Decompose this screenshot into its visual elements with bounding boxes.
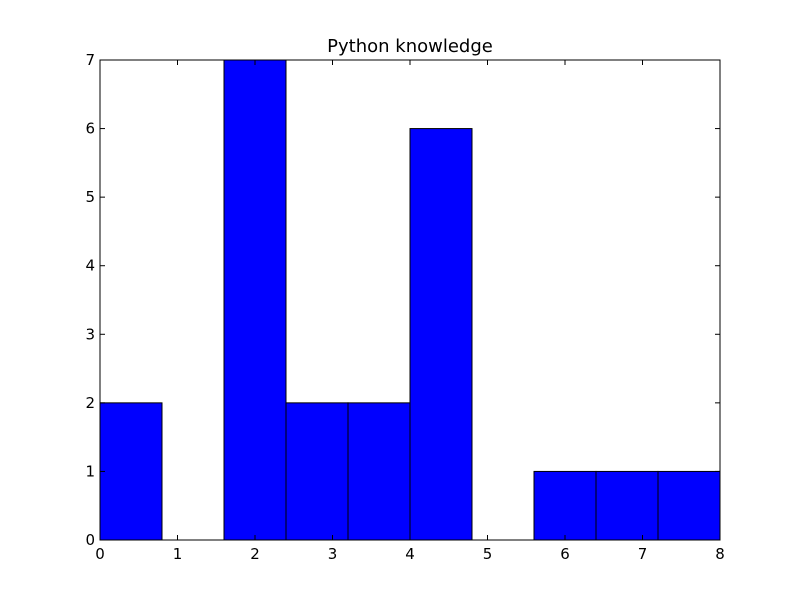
histogram-bar: [99, 402, 163, 541]
x-tick-label: 8: [715, 545, 725, 563]
histogram-bar: [409, 128, 473, 541]
histogram-bar: [223, 59, 287, 541]
chart-title: Python knowledge: [327, 36, 493, 57]
x-tick-label: 6: [560, 545, 570, 563]
y-tick-label: 5: [85, 188, 95, 206]
y-tick-label: 4: [85, 257, 95, 275]
x-tick-label: 2: [250, 545, 260, 563]
x-tick-label: 1: [173, 545, 183, 563]
y-tick-label: 6: [85, 120, 95, 138]
ticks-group: [99, 59, 721, 541]
x-tick-label: 4: [405, 545, 415, 563]
x-tick-label: 7: [638, 545, 648, 563]
x-tick-label: 5: [483, 545, 493, 563]
y-tick-label: 7: [85, 51, 95, 69]
y-tick-label: 3: [85, 325, 95, 343]
x-tick-label: 0: [95, 545, 105, 563]
y-tick-label: 1: [85, 462, 95, 480]
histogram-bar: [533, 470, 597, 541]
bars-group: [99, 59, 721, 541]
histogram-bar: [285, 402, 349, 541]
histogram-bar: [657, 470, 721, 541]
histogram-bar: [595, 470, 659, 541]
x-tick-label: 3: [328, 545, 338, 563]
y-tick-label: 2: [85, 394, 95, 412]
tick-labels-group: 0 1 2 3 4 5 6 7 8 0 1 2 3 4 5 6 7: [85, 51, 724, 563]
histogram-bar: [347, 402, 411, 541]
y-tick-label: 0: [85, 531, 95, 549]
